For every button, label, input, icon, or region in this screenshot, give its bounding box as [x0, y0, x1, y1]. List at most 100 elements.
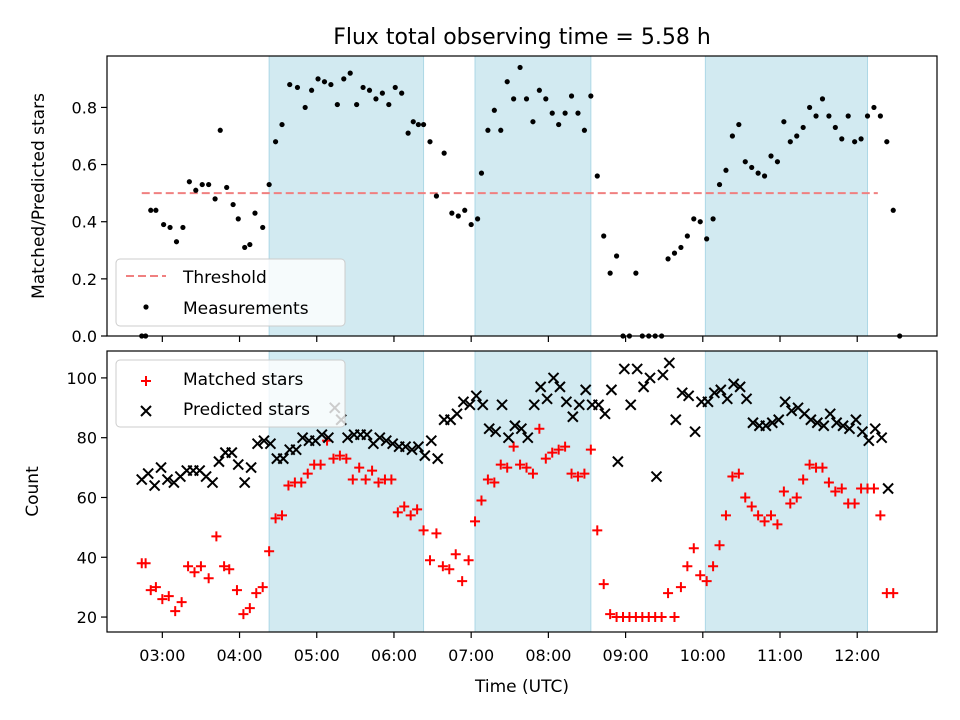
predicted-point [579, 384, 592, 396]
matched-point [392, 507, 403, 518]
predicted-point [773, 414, 785, 426]
predicted-point [644, 372, 656, 384]
measurement-point [877, 113, 883, 119]
measurement-point [768, 153, 774, 159]
predicted-point [869, 423, 881, 435]
matched-point [656, 612, 667, 623]
matched-point [424, 555, 435, 566]
measurement-point [379, 90, 385, 96]
y-tick-label: 0.4 [72, 213, 97, 232]
measurement-point [800, 124, 806, 131]
matched-point [579, 468, 590, 479]
matched-point [585, 444, 596, 455]
measurement-point [523, 96, 530, 102]
matched-point [257, 582, 268, 593]
matched-point [598, 579, 609, 590]
legend: Threshold Measurements [115, 258, 346, 327]
predicted-point [277, 452, 290, 465]
matched-point [296, 477, 307, 488]
measurement-point [334, 101, 340, 108]
predicted-point [251, 437, 264, 450]
matched-point [759, 516, 770, 527]
predicted-point [856, 426, 869, 438]
predicted-point [341, 431, 354, 444]
predicted-point [155, 461, 167, 474]
measurement-point [455, 213, 461, 219]
predicted-point [419, 449, 431, 462]
y-tick-label: 0.8 [72, 98, 97, 117]
x-tick-label: 12:00 [834, 646, 880, 665]
matched-point [663, 588, 674, 599]
matched-point [244, 603, 255, 614]
measurement-point [697, 219, 703, 225]
predicted-point [560, 396, 573, 408]
measurement-point [410, 119, 416, 125]
measurement-point [832, 124, 838, 131]
measurement-point [517, 64, 523, 71]
y-axis-label: Matched/Predicted stars [29, 93, 49, 299]
predicted-point [740, 393, 753, 405]
predicted-point [406, 443, 418, 456]
measurement-point [366, 87, 373, 93]
matched-point [605, 609, 616, 620]
measurement-point [441, 150, 447, 156]
matched-point [224, 564, 235, 575]
measurement-point [478, 170, 485, 176]
matched-point [489, 477, 500, 488]
matched-point [540, 453, 551, 464]
measurement-point [485, 127, 491, 133]
matched-point [823, 477, 834, 488]
matched-point [508, 441, 519, 452]
matched-point [798, 474, 809, 485]
matched-point [145, 585, 156, 596]
matched-point [566, 468, 577, 479]
legend-matched-swatch [141, 376, 151, 386]
predicted-point [650, 470, 663, 483]
predicted-point [676, 387, 688, 399]
matched-point [740, 492, 751, 503]
matched-point [534, 423, 545, 434]
matched-point [463, 555, 474, 566]
measurement-point [755, 170, 761, 176]
measurement-point [173, 239, 180, 245]
predicted-point [361, 428, 373, 441]
matched-point [817, 462, 828, 473]
x-tick-label: 07:00 [448, 646, 494, 665]
predicted-point [554, 381, 566, 393]
predicted-point [637, 381, 650, 393]
measurement-point [594, 173, 600, 179]
data-layer [139, 64, 903, 339]
predicted-point [689, 426, 701, 438]
measurement-point [354, 101, 360, 108]
predicted-point [296, 431, 309, 444]
matched-point [328, 453, 339, 464]
measurement-point [186, 179, 192, 185]
predicted-point [515, 423, 528, 435]
matched-point [733, 468, 744, 479]
measurement-point [315, 76, 321, 82]
predicted-point [727, 378, 740, 390]
predicted-point [451, 408, 463, 420]
legend-measurements-label: Measurements [183, 299, 309, 319]
predicted-point [399, 440, 412, 453]
matched-point [373, 477, 384, 488]
y-tick-label: 100 [66, 369, 97, 388]
measurement-point [287, 81, 293, 88]
predicted-point [245, 461, 257, 474]
measurement-point [749, 164, 755, 171]
predicted-point [477, 399, 489, 411]
predicted-point [708, 387, 721, 399]
matched-point [778, 486, 789, 497]
measurement-point [167, 224, 173, 231]
matched-point [592, 525, 603, 536]
measurement-point [266, 181, 272, 188]
measurement-point [475, 216, 481, 222]
predicted-point [824, 408, 836, 420]
matched-point [341, 453, 352, 464]
predicted-point [567, 411, 579, 423]
predicted-point [502, 431, 515, 444]
matched-point [720, 510, 731, 521]
matched-point [283, 480, 294, 491]
predicted-point [226, 446, 238, 459]
measurement-point [199, 181, 205, 188]
